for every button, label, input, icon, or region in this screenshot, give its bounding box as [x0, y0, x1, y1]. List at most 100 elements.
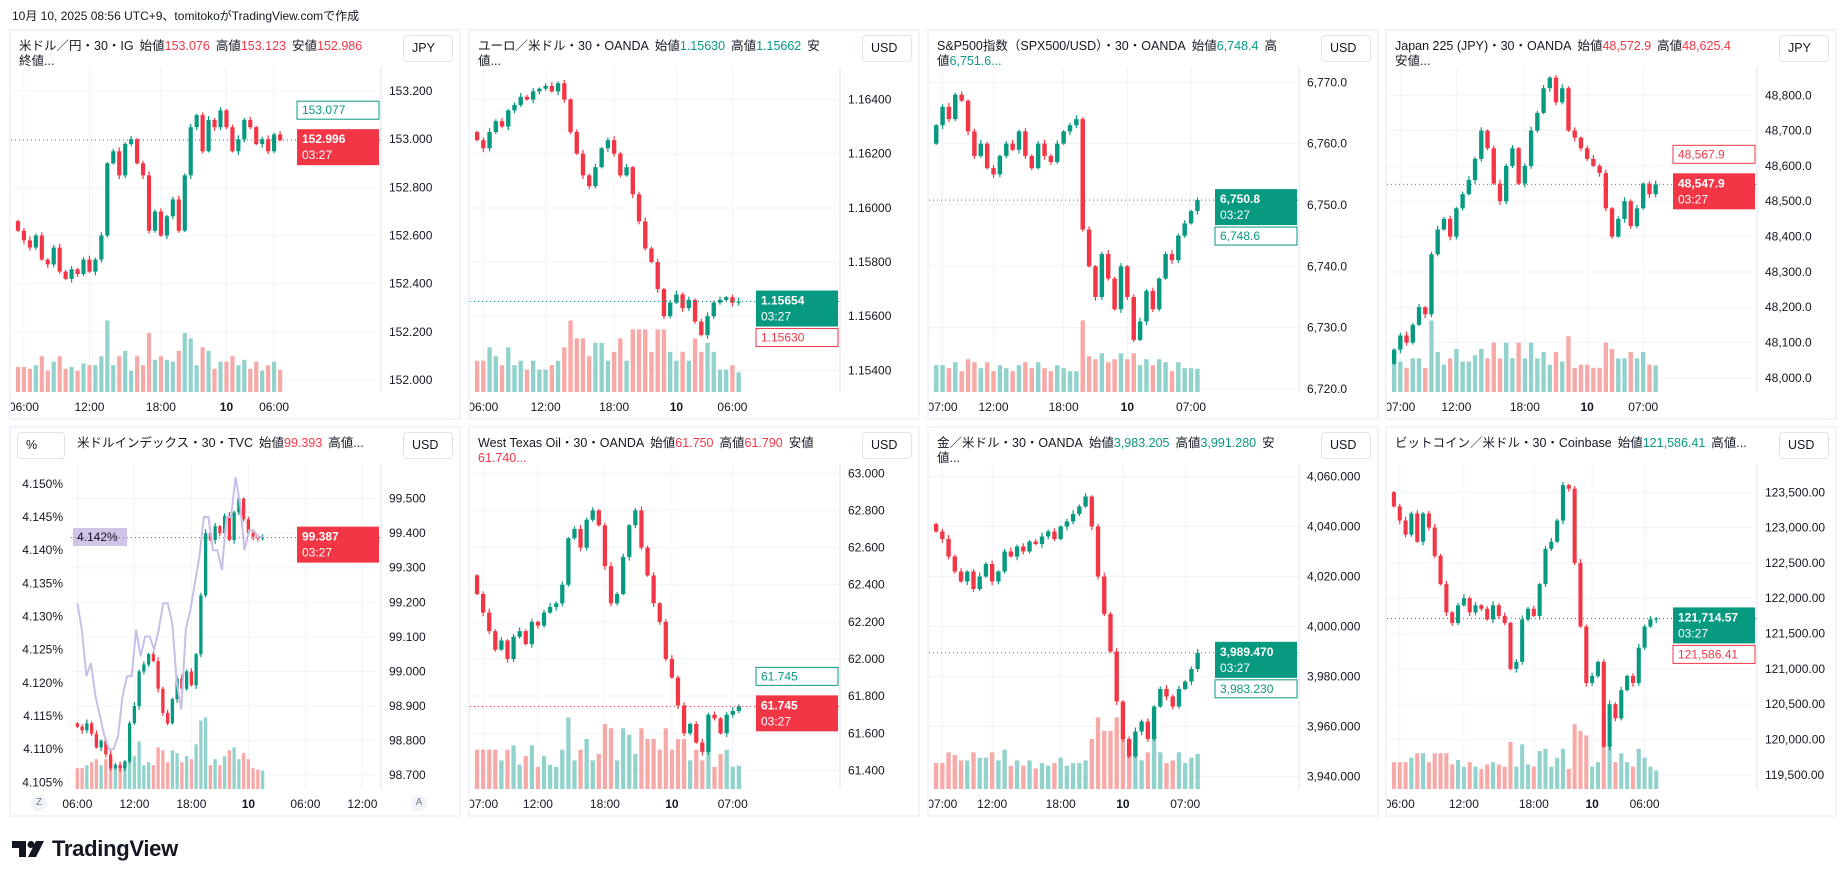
volume-bar — [1415, 753, 1420, 789]
currency-button[interactable]: JPY — [403, 35, 453, 62]
chart-panel[interactable]: 米ドル／円・30・IG 始値153.076 高値153.123 安値152.986 終値… — [9, 29, 461, 420]
scale-button-z[interactable]: Z — [31, 795, 47, 811]
currency-button[interactable]: USD — [862, 35, 912, 62]
time-tick-label: 07:00 — [470, 797, 498, 811]
candle-body — [127, 723, 132, 762]
volume-bar — [639, 728, 644, 789]
volume-bar — [1578, 364, 1584, 392]
symbol-legend[interactable]: Japan 225 (JPY)・30・OANDA 始値48,572.9 高値48,6… — [1395, 39, 1747, 69]
candle-body — [487, 132, 492, 149]
chart-panel[interactable]: ユーロ／米ドル・30・OANDA 始値1.15630 高値1.15662 安値... U… — [468, 29, 920, 420]
price-chart[interactable]: 3,940.000 3,960.000 3,980.000 4,000.000 4,02… — [929, 428, 1379, 817]
volume-bar — [165, 762, 170, 789]
scale-button-a[interactable]: A — [411, 795, 427, 811]
candle-body — [1572, 130, 1577, 138]
symbol-legend[interactable]: 米ドルインデックス・30・TVC 始値99.393 高値... — [77, 436, 364, 451]
symbol-title: West Texas Oil・30・OANDA — [478, 436, 645, 450]
volume-bar — [517, 764, 522, 789]
volume-bar — [208, 765, 213, 789]
chart-panel[interactable]: 米ドルインデックス・30・TVC 始値99.393 高値... USD% 98.700 9… — [9, 426, 461, 817]
candle-body — [996, 571, 1001, 582]
currency-button[interactable]: USD — [1321, 432, 1371, 459]
symbol-legend[interactable]: 金／米ドル・30・OANDA 始値3,983.205 高値3,991.280 安値..… — [937, 436, 1289, 466]
price-chart[interactable]: 152.000 152.200 152.400 152.600 152.800 153.0… — [11, 31, 461, 420]
candle-body — [1648, 619, 1653, 627]
volume-bar — [161, 750, 165, 789]
candle-body — [1074, 119, 1079, 126]
symbol-legend[interactable]: S&P500指数（SPX500/USD）・30・OANDA 始値6,748.4 高値… — [937, 39, 1289, 69]
candle-body — [1438, 555, 1443, 585]
price-chart[interactable]: 1.15400 1.15600 1.15800 1.16000 1.16200 1.164… — [470, 31, 920, 420]
symbol-title: Japan 225 (JPY)・30・OANDA — [1395, 39, 1572, 53]
price-tick-label: 123,000.00 — [1765, 521, 1825, 535]
volume-bar — [984, 362, 990, 392]
candle-body — [933, 125, 939, 144]
volume-bar — [94, 759, 99, 789]
volume-bar — [99, 765, 103, 789]
tradingview-logo[interactable]: TradingView — [12, 836, 178, 862]
volume-bar — [972, 362, 977, 392]
symbol-legend[interactable]: ユーロ／米ドル・30・OANDA 始値1.15630 高値1.15662 安値... — [478, 39, 830, 69]
chart-panel[interactable]: ビットコイン／米ドル・30・Coinbase 始値121,586.41 高値... U… — [1385, 426, 1837, 817]
percent-scale-button[interactable]: % — [17, 432, 65, 459]
price-chart[interactable]: 98.700 98.800 98.900 99.000 99.100 99.200 99.3… — [11, 428, 461, 817]
candle-body — [699, 321, 704, 336]
candle-body — [627, 525, 632, 557]
chart-panel[interactable]: 金／米ドル・30・OANDA 始値3,983.205 高値3,991.280 安値..… — [927, 426, 1379, 817]
volume-bar — [1029, 368, 1034, 392]
candle-body — [952, 556, 957, 572]
last-price-value: 61.745 — [761, 698, 798, 712]
candle-body — [1156, 278, 1162, 310]
chart-panel[interactable]: Japan 225 (JPY)・30・OANDA 始値48,572.9 高値48,6… — [1385, 29, 1837, 420]
price-chart[interactable]: 48,000.0 48,100.0 48,200.0 48,300.0 48,400.0… — [1387, 31, 1837, 420]
price-tick-label: 6,740.0 — [1307, 259, 1347, 273]
currency-button[interactable]: USD — [403, 432, 453, 459]
volume-bar — [1584, 735, 1589, 789]
bid-price-value: 48,567.9 — [1678, 147, 1725, 161]
price-tick-label: 122,000.00 — [1765, 591, 1825, 605]
volume-bar — [1150, 365, 1156, 392]
candle-body — [1151, 706, 1157, 739]
candle-body — [518, 96, 523, 105]
candle-body — [39, 235, 44, 260]
currency-button[interactable]: USD — [862, 432, 912, 459]
ohlc-value: 61.750 — [675, 436, 714, 450]
candle-body — [977, 576, 982, 589]
candle-body — [113, 764, 118, 769]
candle-body — [1093, 266, 1098, 297]
volume-bar — [164, 359, 169, 392]
volume-bar — [1516, 342, 1521, 392]
bid-price-label — [755, 328, 839, 348]
volume-bar — [135, 356, 140, 392]
symbol-title: ユーロ／米ドル・30・OANDA — [478, 39, 649, 53]
volume-bar — [971, 752, 976, 789]
volume-bar — [608, 728, 614, 789]
volume-bar — [1014, 760, 1020, 789]
candle-body — [1566, 88, 1571, 131]
symbol-legend[interactable]: West Texas Oil・30・OANDA 始値61.750 高値61.790 安… — [478, 436, 830, 466]
price-chart[interactable]: 6,720.0 6,730.0 6,740.0 6,750.0 6,760.0 6,770… — [929, 31, 1379, 420]
candle-body — [200, 115, 205, 152]
symbol-legend[interactable]: 米ドル／円・30・IG 始値153.076 高値153.123 安値152.986 終値… — [19, 39, 371, 69]
currency-button[interactable]: USD — [1321, 35, 1371, 62]
time-tick-label: 10 — [242, 797, 256, 811]
yield-tick-label: 4.135% — [22, 576, 63, 590]
currency-button[interactable]: USD — [1779, 432, 1829, 459]
candle-body — [1496, 605, 1501, 616]
candle-body — [1578, 562, 1583, 627]
symbol-legend[interactable]: ビットコイン／米ドル・30・Coinbase 始値121,586.41 高値... — [1395, 436, 1747, 451]
chart-panel[interactable]: West Texas Oil・30・OANDA 始値61.750 高値61.790 安… — [468, 426, 920, 817]
candle-body — [1555, 520, 1560, 542]
volume-bar — [1601, 717, 1606, 789]
volume-bar — [87, 365, 92, 392]
volume-bar — [206, 350, 211, 392]
volume-bar — [254, 361, 259, 392]
price-chart[interactable]: 119,500.00 120,000.00 120,500.00 121,000.00… — [1387, 428, 1837, 817]
currency-button[interactable]: JPY — [1779, 35, 1829, 62]
price-tick-label: 98.900 — [389, 699, 426, 713]
volume-bar — [1423, 367, 1428, 392]
chart-panel[interactable]: S&P500指数（SPX500/USD）・30・OANDA 始値6,748.4 高値… — [927, 29, 1379, 420]
candle-body — [218, 526, 222, 534]
candle-body — [176, 199, 181, 231]
price-chart[interactable]: 61.400 61.600 61.800 62.000 62.200 62.400 62.6… — [470, 428, 920, 817]
